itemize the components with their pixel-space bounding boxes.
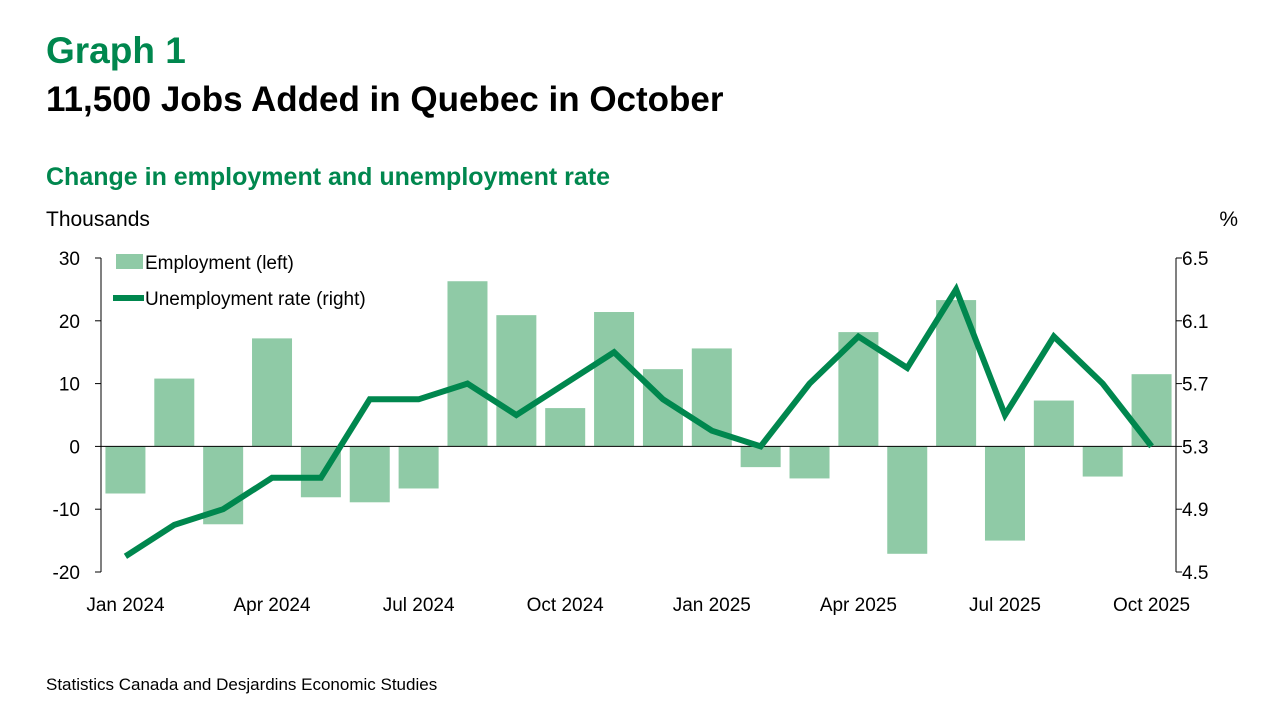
left-tick-label: 10	[59, 375, 80, 396]
right-axis-label: %	[1219, 208, 1238, 231]
left-tick-label: -10	[53, 500, 80, 521]
x-tick-label: Apr 2025	[820, 595, 897, 616]
x-tick-label: Oct 2025	[1113, 595, 1190, 616]
left-axis-label: Thousands	[46, 208, 150, 231]
employment-bar	[545, 408, 586, 447]
employment-bar	[984, 446, 1025, 541]
legend-unemployment: Unemployment rate (right)	[145, 289, 366, 310]
employment-bar	[594, 312, 635, 447]
x-tick-label: Jul 2024	[383, 595, 455, 616]
employment-bar	[154, 378, 195, 447]
right-tick-label: 5.7	[1182, 375, 1208, 396]
x-tick-label: Apr 2024	[233, 595, 311, 616]
x-tick-label: Jan 2024	[86, 595, 165, 616]
unemployment-rate-line	[123, 282, 1154, 559]
left-tick-label: 20	[59, 312, 80, 333]
employment-bar	[1131, 374, 1172, 447]
x-tick-label: Oct 2024	[527, 595, 605, 616]
left-tick-label: 30	[59, 249, 80, 270]
right-tick-label: 6.5	[1182, 249, 1208, 270]
employment-bar	[447, 281, 488, 447]
x-tick-label: Jan 2025	[673, 595, 751, 616]
employment-bar	[398, 446, 439, 489]
employment-bar	[789, 446, 830, 479]
page-title: 11,500 Jobs Added in Quebec in October	[46, 80, 724, 119]
right-tick-label: 6.1	[1182, 312, 1208, 333]
legend-bar-swatch	[116, 254, 143, 269]
chart-subtitle: Change in employment and unemployment ra…	[46, 163, 610, 191]
employment-bar	[105, 446, 146, 494]
employment-bar	[349, 446, 390, 503]
graph-label: Graph 1	[46, 30, 186, 71]
left-tick-label: -20	[53, 563, 80, 584]
right-tick-label: 4.9	[1182, 500, 1208, 521]
employment-bar	[740, 446, 781, 468]
legend-employment: Employment (left)	[145, 253, 294, 274]
employment-bar	[496, 315, 537, 447]
source-note: Statistics Canada and Desjardins Economi…	[46, 675, 438, 694]
x-tick-label: Jul 2025	[969, 595, 1041, 616]
employment-bar	[1033, 400, 1074, 447]
left-tick-label: 0	[69, 437, 80, 458]
employment-bar	[252, 338, 293, 447]
employment-bar	[887, 446, 928, 554]
right-tick-label: 4.5	[1182, 563, 1208, 584]
right-tick-label: 5.3	[1182, 437, 1208, 458]
employment-bar	[1082, 446, 1123, 477]
